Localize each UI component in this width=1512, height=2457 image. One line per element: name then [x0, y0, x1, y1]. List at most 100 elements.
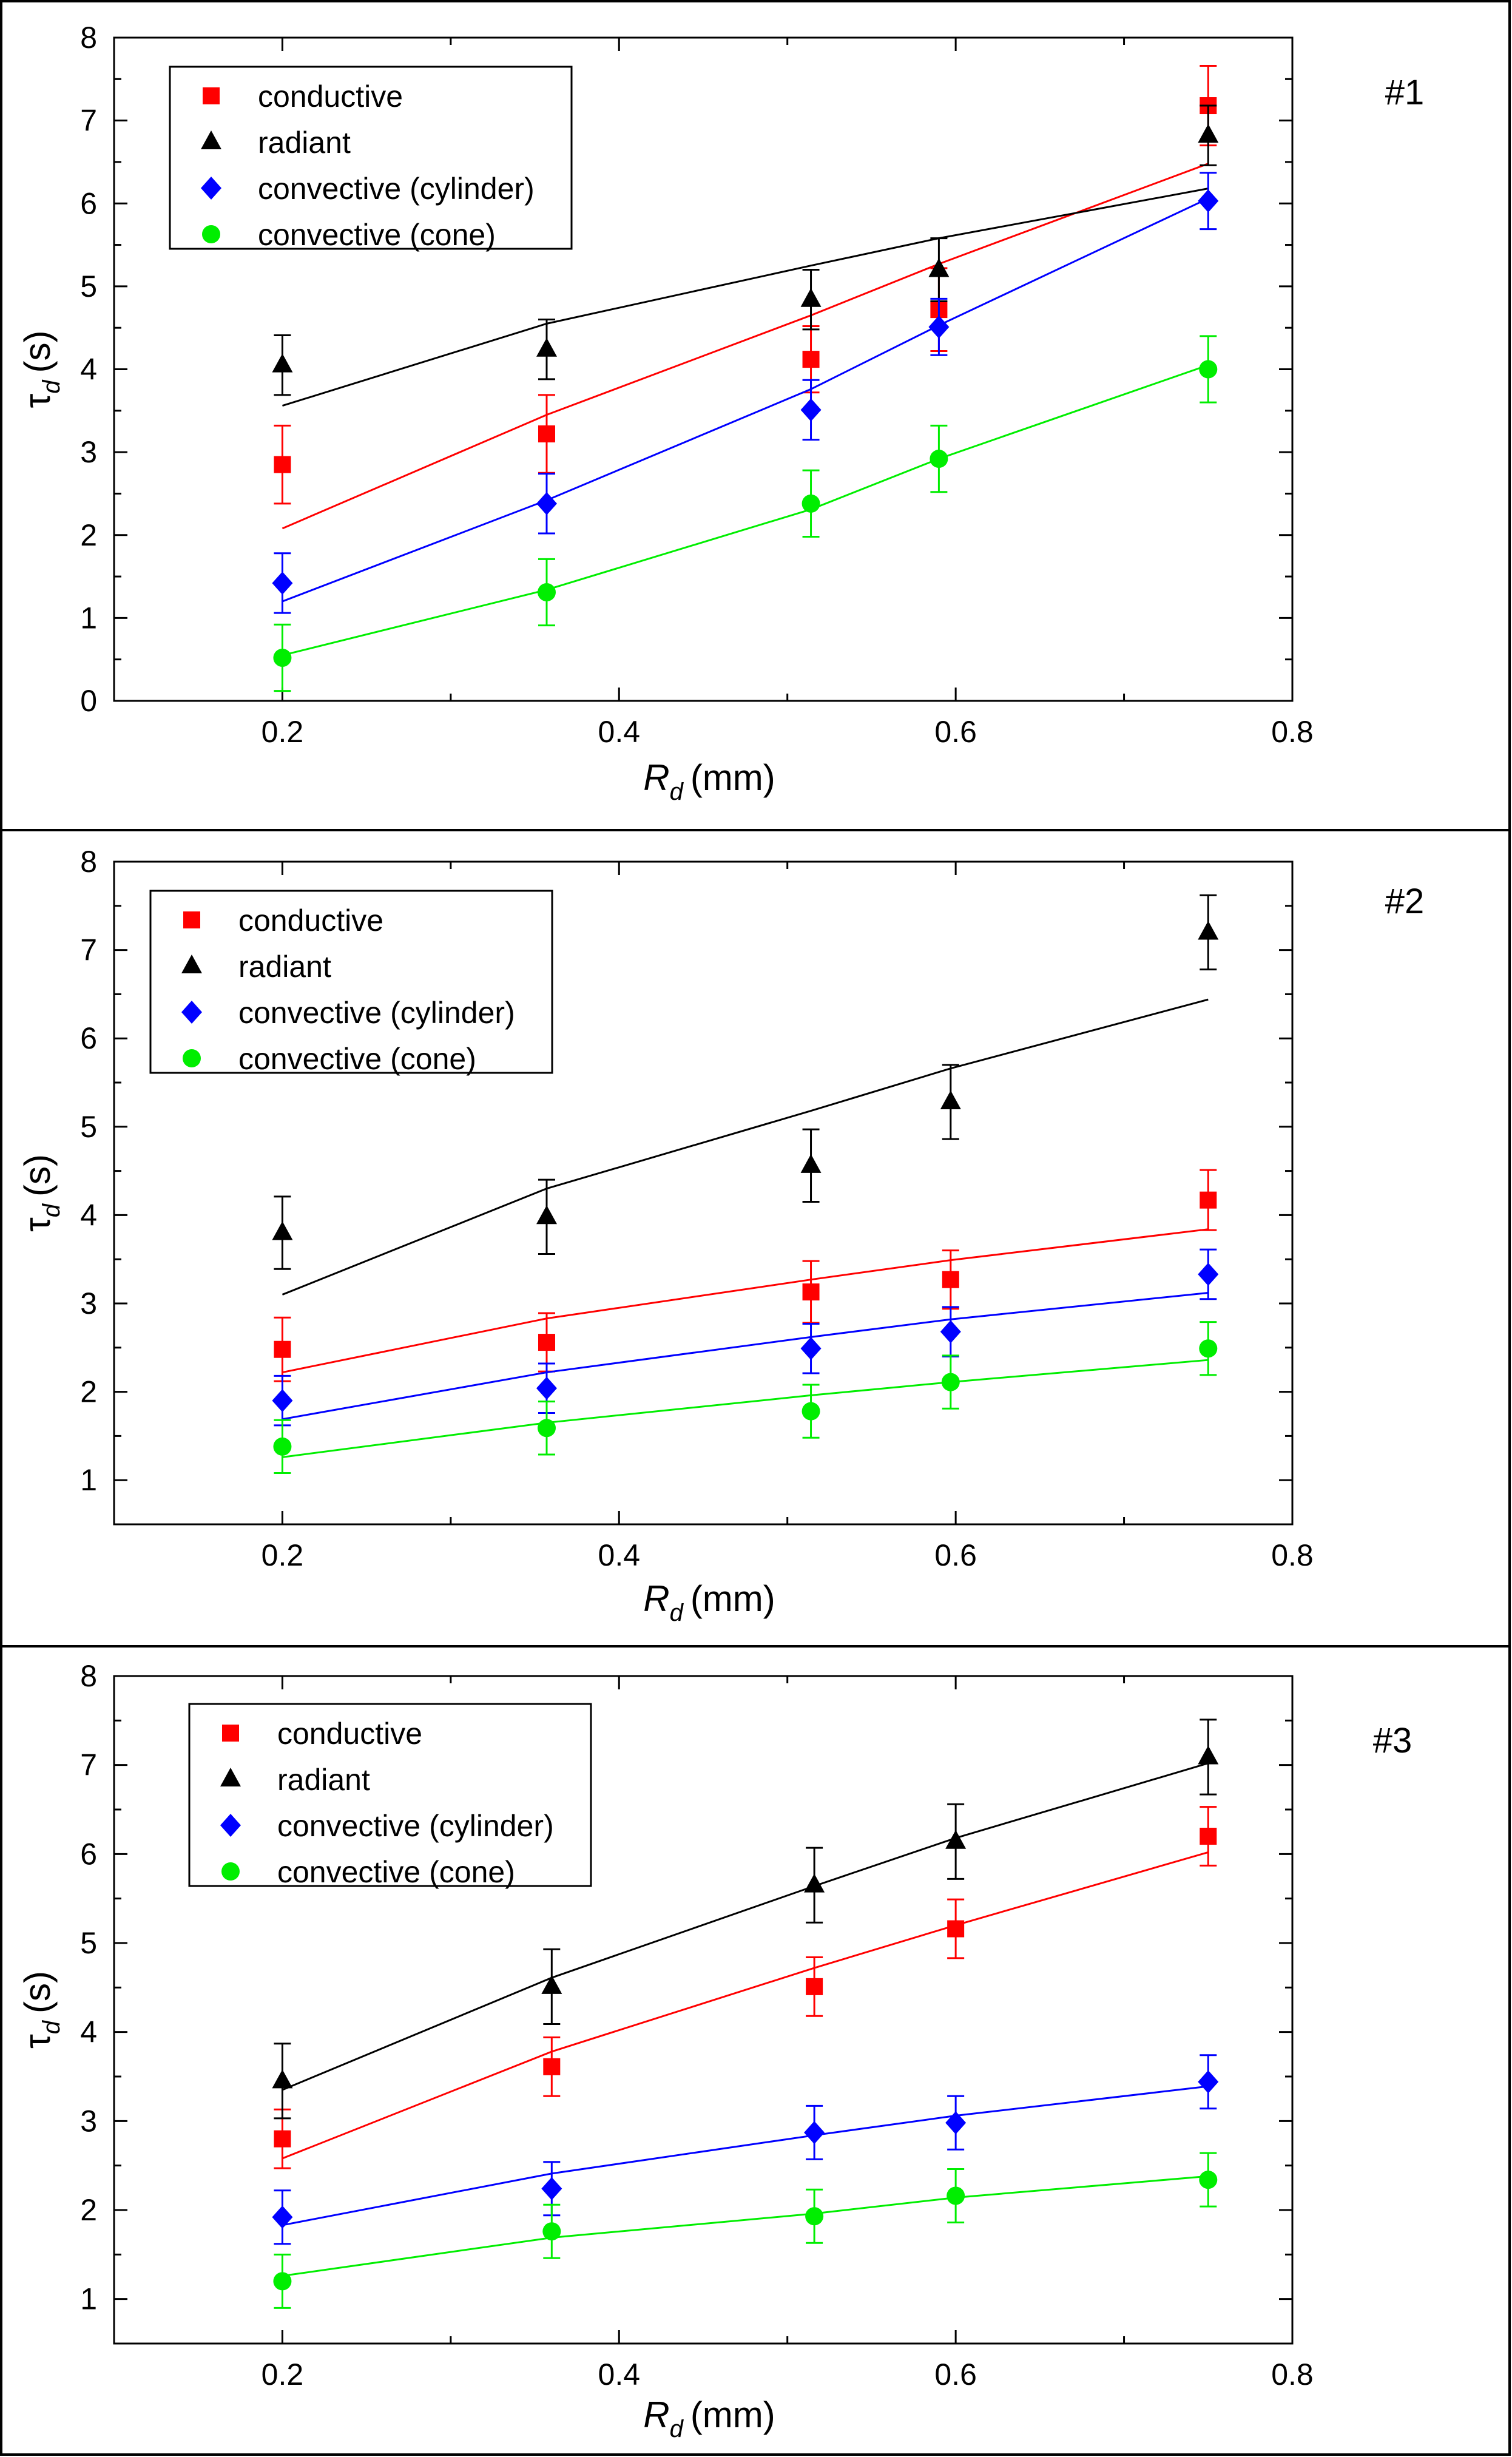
series-convective-cylinder-: [272, 2054, 1219, 2245]
series-convective-cone-: [273, 1321, 1218, 1475]
legend-item: radiant: [201, 126, 351, 160]
y-tick-label: 7: [80, 933, 97, 967]
legend-item: convective (cone): [221, 1855, 515, 1889]
legend: conductive radiant convective (cylinder) co…: [169, 66, 573, 252]
legend-item: radiant: [220, 1763, 370, 1797]
y-tick-label: 1: [80, 601, 97, 635]
legend-marker: [183, 911, 200, 928]
legend-label: convective (cone): [277, 1855, 515, 1889]
data-point: [942, 1271, 959, 1288]
y-axis-label: τd(s): [17, 1971, 65, 2049]
y-tick-label: 3: [80, 435, 97, 469]
series-convective-cone-: [273, 2152, 1218, 2309]
chart-panel-1: 0.2 0.4 0.6 0.8 0 1 2 3 4 5 6 7 8 Rd (mm) τd(s) #1 conduc…: [17, 21, 1424, 805]
data-point: [537, 1419, 556, 1438]
series-convective-cone-: [273, 335, 1218, 692]
data-point: [1200, 1191, 1217, 1209]
data-point: [1198, 189, 1219, 213]
data-point: [940, 1320, 961, 1343]
data-point: [541, 1975, 562, 1994]
panel-label: #1: [1385, 73, 1425, 112]
data-point: [274, 456, 291, 473]
legend-marker: [201, 177, 221, 200]
data-point: [272, 1389, 293, 1413]
data-point: [947, 2186, 965, 2205]
y-tick-label: 1: [80, 1463, 97, 1497]
y-tick-label: 4: [80, 2015, 97, 2049]
x-axis-label: Rd (mm): [643, 757, 775, 805]
data-point: [538, 425, 555, 443]
x-axis-label: Rd (mm): [643, 2394, 775, 2442]
legend-marker: [203, 87, 220, 104]
data-point: [1198, 124, 1219, 143]
y-tick-label: 2: [80, 2193, 97, 2227]
data-point: [945, 1830, 967, 1849]
data-point: [1198, 921, 1219, 940]
legend-label: conductive: [258, 79, 403, 113]
y-tick-label: 7: [80, 1748, 97, 1782]
legend-label: convective (cylinder): [238, 996, 515, 1030]
data-point: [273, 1437, 292, 1456]
data-point: [1199, 360, 1218, 379]
data-point: [536, 1205, 557, 1225]
y-tick-label: 8: [80, 845, 97, 879]
legend-marker: [220, 1768, 241, 1786]
data-point: [273, 2272, 292, 2291]
legend-marker: [181, 955, 202, 973]
data-point: [1198, 2070, 1219, 2094]
data-point: [536, 337, 557, 357]
data-point: [1199, 1339, 1218, 1358]
y-tick-label: 6: [80, 1837, 97, 1871]
y-tick-label: 0: [80, 684, 97, 718]
data-point: [804, 1873, 825, 1893]
legend-label: conductive: [277, 1717, 422, 1751]
data-point: [272, 571, 293, 595]
fit-line: [282, 998, 1209, 1296]
legend-label: radiant: [238, 950, 331, 984]
data-point: [1199, 2171, 1218, 2189]
x-tick-label: 0.2: [262, 1538, 304, 1572]
data-point: [802, 494, 820, 513]
y-tick-label: 8: [80, 21, 97, 55]
chart-panel-3: 0.2 0.4 0.6 0.8 1 2 3 4 5 6 7 8 Rd (mm) τd(s) #3 conduct…: [17, 1659, 1412, 2442]
legend-item: convective (cone): [183, 1042, 476, 1076]
data-point: [802, 351, 820, 368]
y-tick-label: 4: [80, 353, 97, 387]
y-tick-label: 1: [80, 2282, 97, 2316]
legend-label: convective (cylinder): [277, 1809, 554, 1843]
data-point: [272, 1221, 293, 1240]
data-point: [800, 398, 822, 422]
y-tick-label: 5: [80, 269, 97, 303]
legend-item: convective (cylinder): [181, 996, 515, 1030]
y-axis-label: τd(s): [17, 331, 65, 408]
data-point: [538, 1334, 555, 1351]
legend-item: conductive: [222, 1717, 422, 1751]
series-radiant: [272, 104, 1219, 407]
series-radiant: [272, 894, 1219, 1296]
y-tick-label: 2: [80, 518, 97, 552]
legend-item: convective (cone): [202, 218, 496, 252]
x-axis-label: Rd (mm): [643, 1578, 775, 1626]
data-point: [272, 2069, 293, 2089]
panel-label: #3: [1373, 1721, 1412, 1760]
chart-panel-2: 0.2 0.4 0.6 0.8 1 2 3 4 5 6 7 8 Rd (mm) τd(s) #2 conduct…: [17, 845, 1424, 1626]
data-point: [272, 353, 293, 373]
data-point: [800, 288, 822, 307]
data-point: [1198, 1745, 1219, 1765]
y-tick-label: 8: [80, 1659, 97, 1693]
series-conductive: [274, 1806, 1217, 2169]
panel-label: #2: [1385, 882, 1425, 921]
legend-item: conductive: [183, 904, 383, 938]
legend-label: convective (cone): [258, 218, 496, 252]
data-point: [945, 2111, 967, 2135]
legend-item: radiant: [181, 950, 331, 984]
y-tick-label: 3: [80, 1286, 97, 1320]
x-tick-label: 0.4: [598, 2357, 641, 2391]
x-tick-label: 0.4: [598, 715, 641, 749]
data-point: [940, 1090, 961, 1110]
data-point: [947, 1920, 965, 1938]
data-point: [800, 1154, 822, 1173]
data-point: [274, 2130, 291, 2148]
legend-item: conductive: [203, 79, 403, 113]
